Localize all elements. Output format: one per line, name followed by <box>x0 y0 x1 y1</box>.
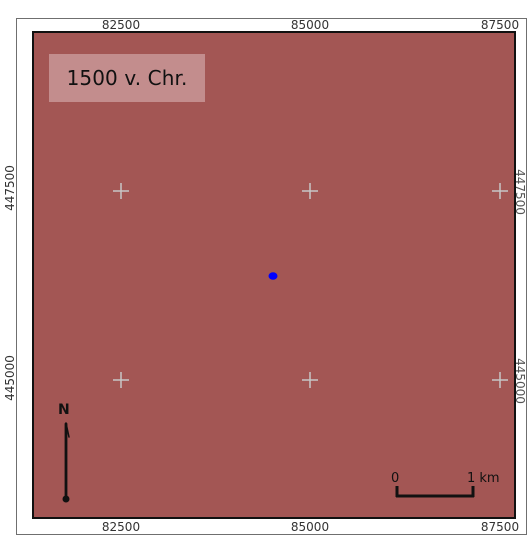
bottom-tick-87500: 87500 <box>480 520 520 534</box>
north-label: N <box>58 402 70 418</box>
bottom-tick-85000: 85000 <box>290 520 330 534</box>
date-label: 1500 v. Chr. <box>66 66 188 90</box>
date-label-box: 1500 v. Chr. <box>49 54 205 102</box>
top-tick-85000: 85000 <box>290 18 330 32</box>
scale-end-label: 1 km <box>467 471 500 486</box>
left-tick-445000: 445000 <box>3 355 17 401</box>
bottom-tick-82500: 82500 <box>101 520 141 534</box>
scale-start-label: 0 <box>391 471 400 486</box>
top-tick-82500: 82500 <box>101 18 141 32</box>
left-tick-447500: 447500 <box>3 165 17 211</box>
top-tick-87500: 87500 <box>480 18 520 32</box>
map-canvas <box>32 31 516 519</box>
